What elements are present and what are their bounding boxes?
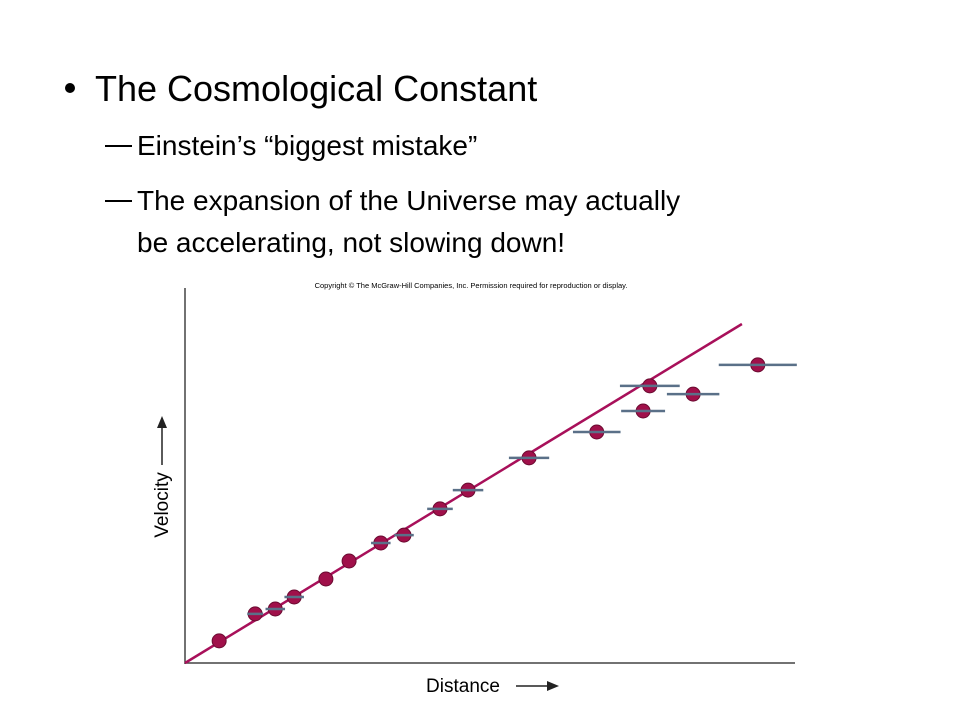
bullet — [65, 83, 75, 93]
x-axis-label: Distance — [426, 676, 500, 697]
y-axis-label: Velocity — [152, 472, 173, 538]
data-point — [318, 571, 334, 587]
slide-title: The Cosmological Constant — [95, 68, 537, 109]
sub-bullet: Einstein’s “biggest mistake” — [137, 130, 477, 161]
arrow-head — [547, 681, 559, 691]
data-point — [341, 553, 357, 569]
arrow-head — [157, 416, 167, 428]
sub-bullet: be accelerating, not slowing down! — [137, 227, 565, 258]
copyright: Copyright © The McGraw-Hill Companies, I… — [315, 281, 628, 290]
sub-bullet: The expansion of the Universe may actual… — [137, 185, 680, 216]
data-point — [211, 633, 227, 649]
